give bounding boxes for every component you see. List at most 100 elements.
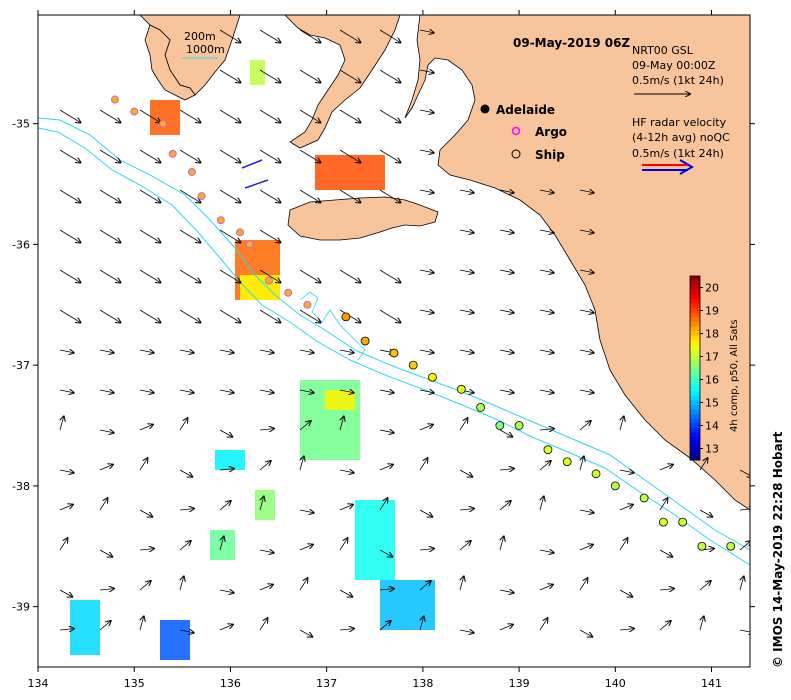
current-arrow [299,629,312,637]
argo-point [110,95,119,104]
colorbar-tick-label: 20 [705,282,719,295]
current-arrow [139,149,160,163]
colorbar-segment [690,280,700,286]
colorbar-tick-label: 17 [705,351,719,364]
current-arrow [339,470,354,473]
current-arrow [339,29,360,43]
isobath-200m [38,117,750,551]
current-arrow [579,545,593,551]
current-arrow [459,469,472,477]
gsl-legend-line1: NRT00 GSL [632,44,694,57]
colorbar-segment [690,303,700,309]
isobath-1000m [38,127,750,566]
current-arrow [539,618,548,631]
current-arrow [259,269,280,283]
current-arrow [419,30,434,33]
hf-legend-line2: (4-12h avg) noQC [632,131,730,144]
current-arrow [499,310,514,313]
current-arrow [219,469,234,470]
current-arrow [499,501,511,511]
current-arrow [379,29,400,43]
argo-point [159,119,168,128]
current-arrow [139,109,160,123]
current-arrow [219,429,232,437]
colorbar-segment [690,446,700,452]
current-arrow [59,589,72,597]
current-arrow [179,509,194,510]
current-arrow [379,430,394,433]
current-arrow [259,550,274,553]
current-arrow [499,469,514,470]
current-arrow [579,230,594,233]
current-arrow [459,230,474,233]
current-arrow [299,421,311,431]
current-arrow [419,350,434,353]
ship-point [678,517,688,527]
colorbar: 20 19 18 17 16 15 14 13 [689,275,719,461]
colorbar-segment [690,322,700,328]
current-arrow [179,469,192,477]
ship-point [697,541,707,551]
current-arrow [539,310,554,313]
colorbar-segment [690,386,700,392]
current-arrow [260,497,264,511]
sst-patch [150,100,180,135]
current-arrow [499,190,514,193]
current-arrow [59,189,80,203]
ship-legend-marker [511,149,521,159]
current-arrow [379,309,400,323]
current-arrow [379,621,391,631]
current-arrow [219,390,234,393]
current-arrow [579,629,592,637]
current-arrow [299,390,314,393]
current-arrow [419,310,434,313]
current-arrow [580,457,584,471]
current-arrow [420,617,424,631]
current-arrow [419,70,434,73]
current-arrow [180,577,184,591]
current-arrow [419,581,431,591]
colorbar-segment [690,427,700,433]
current-arrow [99,390,114,393]
current-arrow [459,541,471,551]
current-arrow [339,629,354,630]
current-arrow [300,457,304,471]
current-arrow [179,229,200,243]
current-arrow [499,230,514,233]
current-arrow [539,550,554,553]
current-arrow [219,625,233,631]
current-arrow [379,69,400,83]
current-arrow [419,270,434,273]
colorbar-tick-label: 18 [705,328,719,341]
hf-legend-line3: 0.5m/s (1kt 24h) [632,147,724,160]
colorbar-segment [690,340,700,346]
y-tick-label: -38 [12,480,30,493]
current-arrow [259,461,271,471]
current-arrow [340,417,344,431]
current-arrow [539,230,554,233]
current-arrow [299,149,320,163]
current-arrow [499,270,514,273]
sst-patch [315,155,385,190]
current-arrow [339,350,354,353]
current-arrow [259,229,280,243]
x-tick-label: 136 [220,677,241,690]
current-arrow [179,350,194,353]
current-arrow [59,229,80,243]
current-arrow [219,69,240,83]
current-arrow [379,549,392,557]
current-arrow [179,109,200,123]
colorbar-tick-label: 14 [705,420,719,433]
current-arrow [219,590,234,593]
current-arrow [99,549,112,557]
colorbar-segment [690,441,700,447]
colorbar-segment [690,276,700,282]
current-arrow [259,189,280,203]
x-tick-label: 141 [701,677,722,690]
current-arrow [579,421,591,431]
current-arrow [339,149,360,163]
current-arrow [619,629,634,630]
yorke-peninsula-land [284,15,401,149]
current-arrow [379,498,388,511]
